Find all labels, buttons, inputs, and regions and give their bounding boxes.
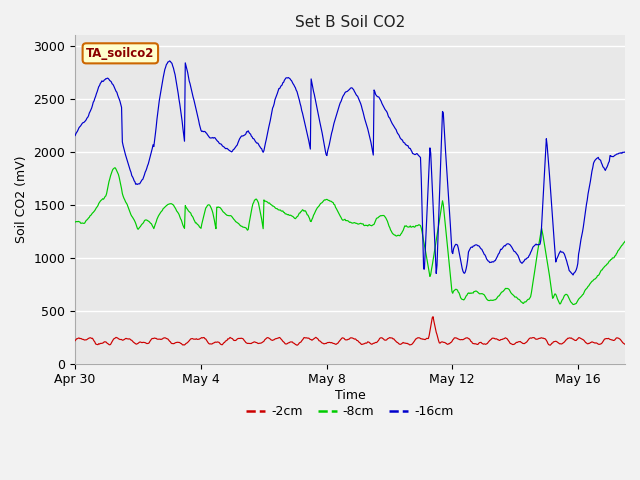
Text: TA_soilco2: TA_soilco2 [86,47,154,60]
X-axis label: Time: Time [335,389,365,402]
Y-axis label: Soil CO2 (mV): Soil CO2 (mV) [15,156,28,243]
Title: Set B Soil CO2: Set B Soil CO2 [295,15,405,30]
Legend: -2cm, -8cm, -16cm: -2cm, -8cm, -16cm [241,400,459,423]
